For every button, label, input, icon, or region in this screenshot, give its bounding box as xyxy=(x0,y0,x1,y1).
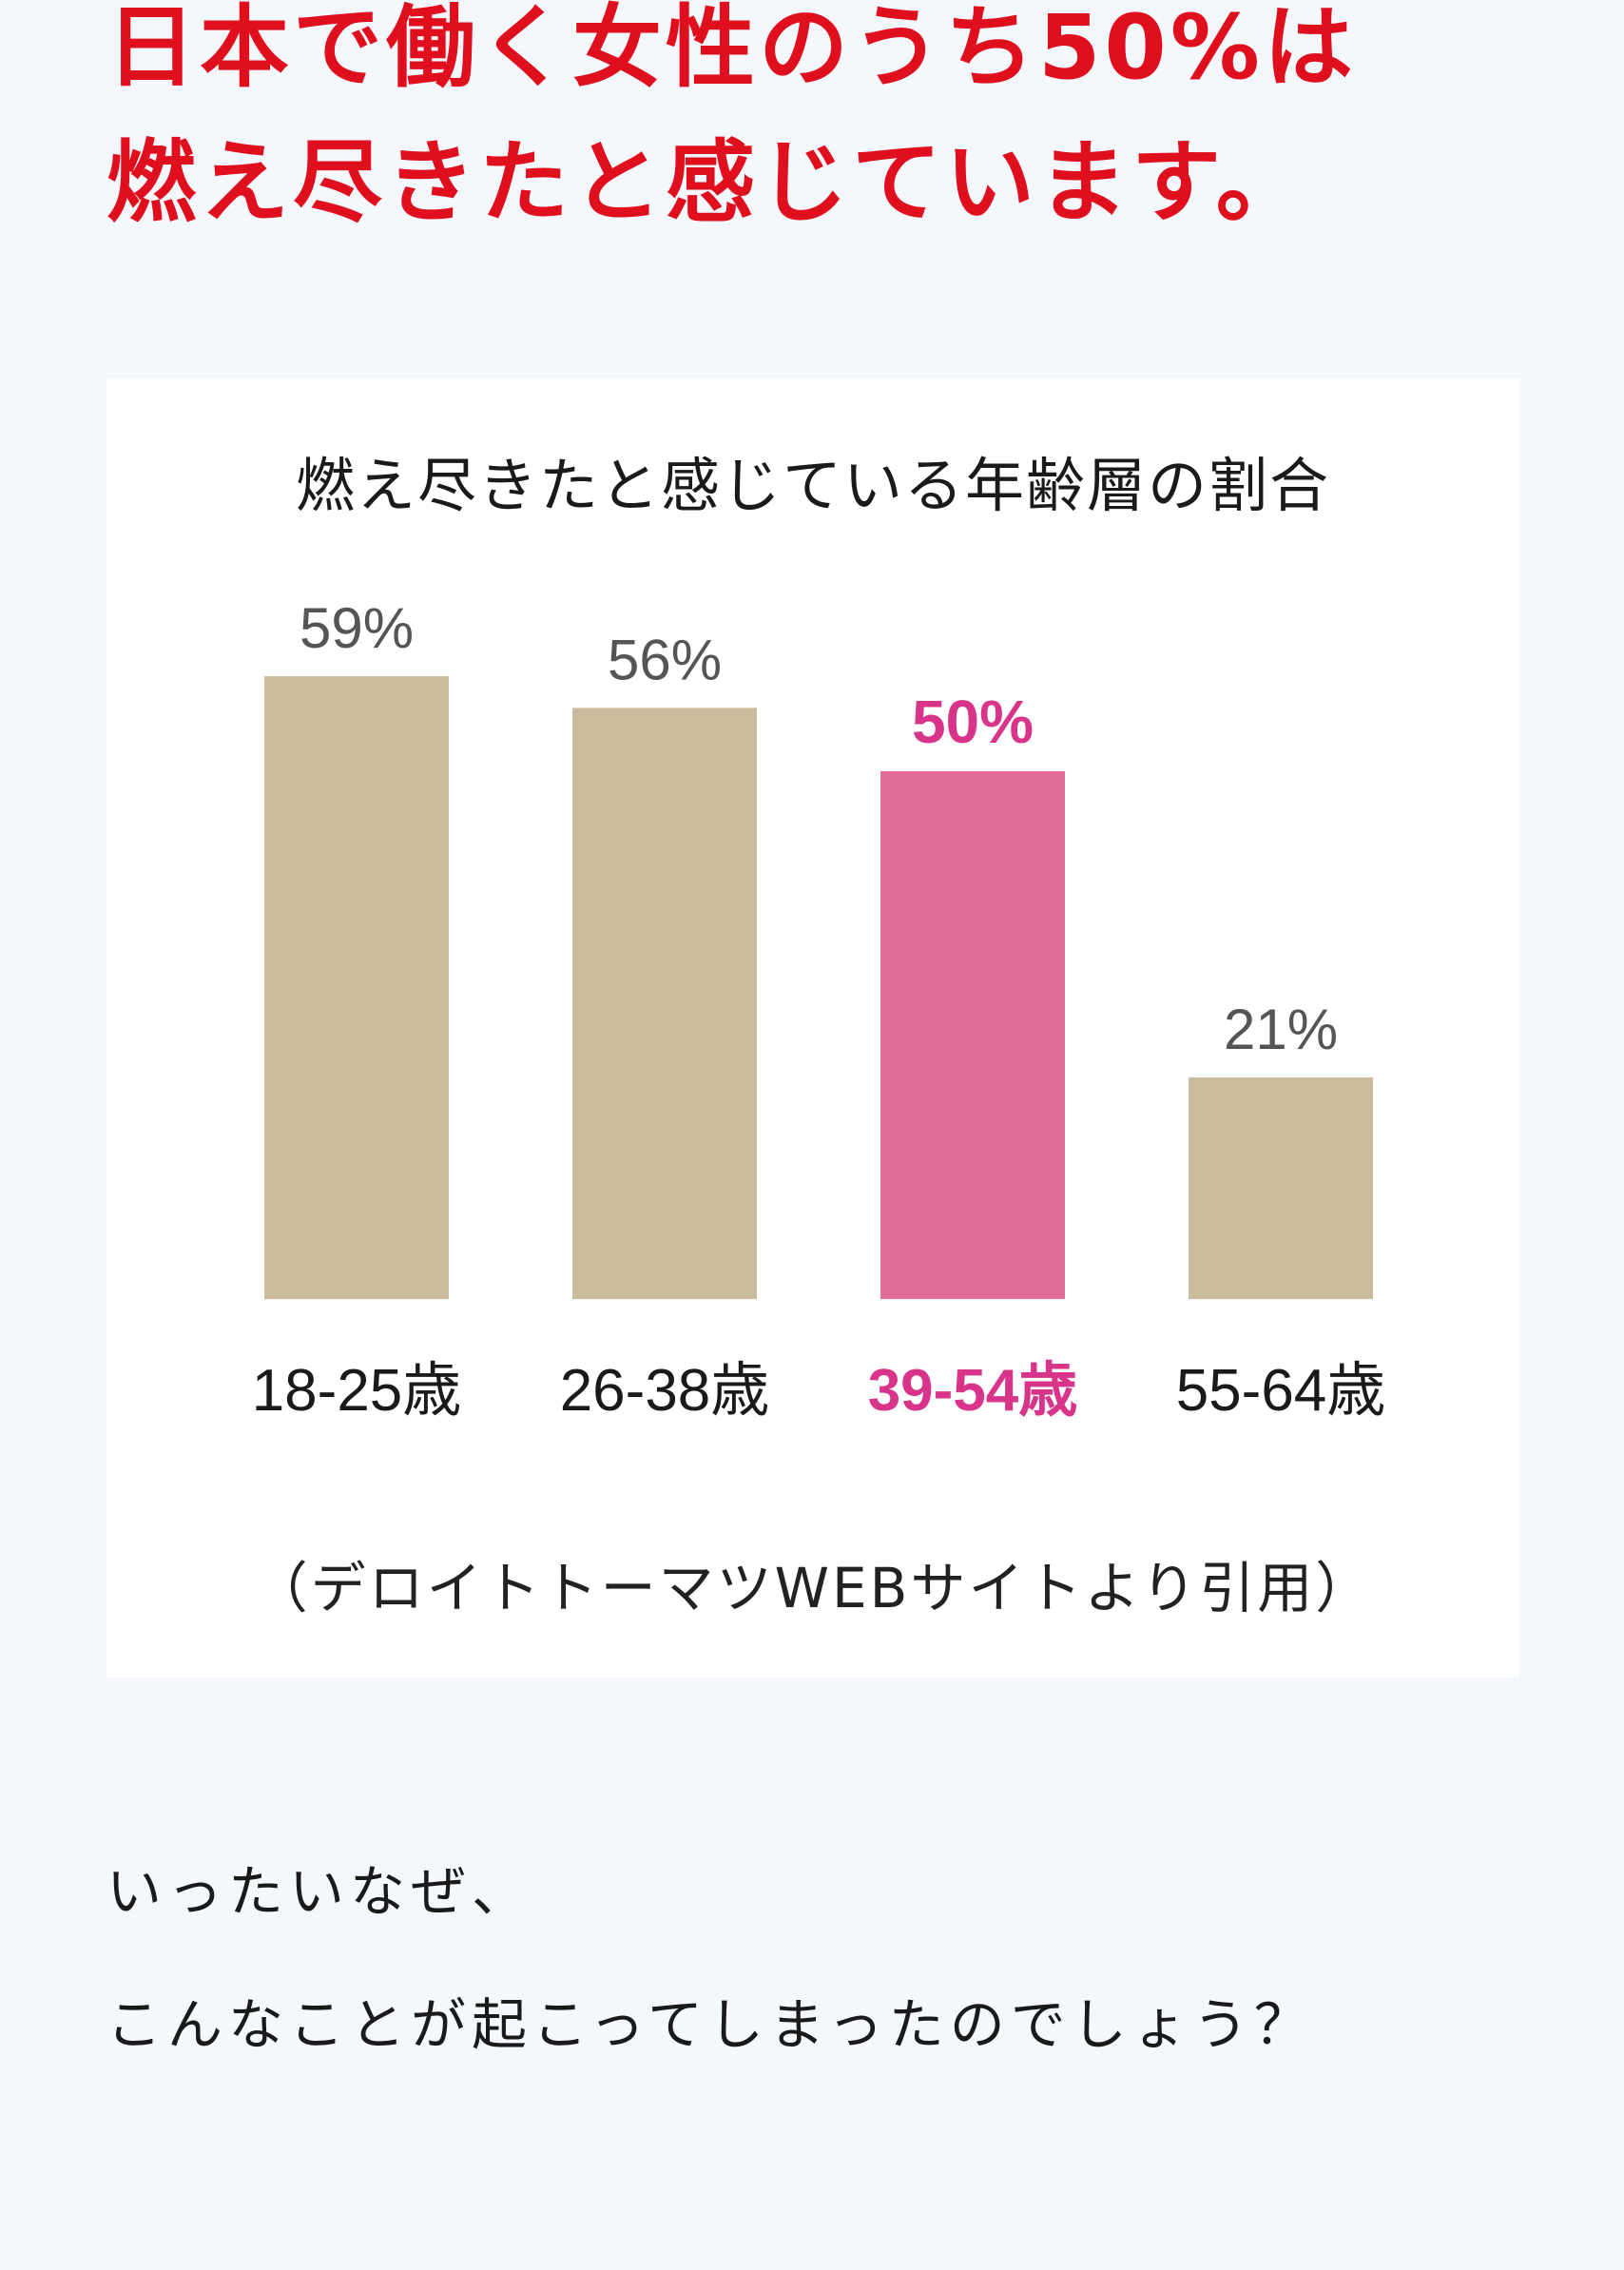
bar-55-64歳 xyxy=(1189,1077,1373,1299)
chart-card: 燃え尽きたと感じている年齢層の割合 59% 18-25歳 56% 26-38歳 50% 3… xyxy=(106,378,1519,1678)
value-label-39-54歳: 50% xyxy=(912,688,1034,756)
headline-line-1: 日本で働く女性のうち50%は xyxy=(106,0,1357,100)
value-label-26-38歳: 56% xyxy=(608,628,722,691)
bar-26-38歳 xyxy=(572,708,757,1299)
bar-chart: 59% 18-25歳 56% 26-38歳 50% 39-54歳 21% 55-64歳 xyxy=(252,596,1386,1424)
category-label-26-38歳: 26-38歳 xyxy=(560,1358,770,1424)
source-citation: （デロイトトーマツWEBサイトより引用） xyxy=(252,1556,1374,1620)
headline: 日本で働く女性のうち50%は 燃え尽きたと感じています。 xyxy=(106,0,1552,251)
body-text-line-2: こんなことが起こってしまったのでしょう？ xyxy=(106,1992,1315,2057)
category-label-39-54歳: 39-54歳 xyxy=(868,1358,1078,1424)
value-label-18-25歳: 59% xyxy=(300,596,414,660)
bar-39-54歳 xyxy=(880,771,1065,1299)
chart-title: 燃え尽きたと感じている年齢層の割合 xyxy=(295,451,1330,520)
headline-line-2: 燃え尽きたと感じています。 xyxy=(106,131,1309,235)
category-label-18-25歳: 18-25歳 xyxy=(252,1358,462,1424)
bar-18-25歳 xyxy=(264,676,449,1299)
category-label-55-64歳: 55-64歳 xyxy=(1176,1358,1386,1424)
value-label-55-64歳: 21% xyxy=(1224,998,1338,1061)
body-text-line-1: いったいなぜ、 xyxy=(106,1859,533,1924)
